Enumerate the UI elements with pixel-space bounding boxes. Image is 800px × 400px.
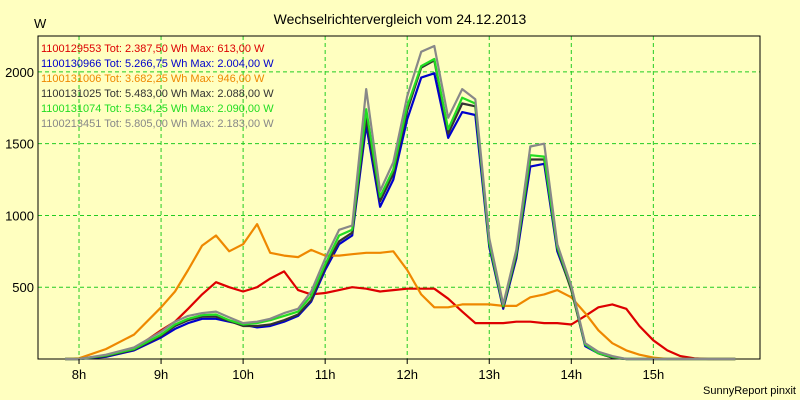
x-tick-label: 11h — [315, 367, 336, 382]
series-line-6 — [65, 44, 736, 361]
x-tick-label: 12h — [396, 367, 418, 382]
series-lines — [65, 44, 736, 361]
y-axis-label: W — [34, 16, 47, 31]
y-axis-ticks: 500 1000 1500 2000 — [5, 65, 34, 295]
legend: 1100129553 Tot: 2.387,50 Wh Max: 613,00 … — [41, 43, 274, 130]
x-tick-label: 10h — [232, 367, 254, 382]
y-tick-label: 1000 — [5, 208, 34, 223]
series-line-3 — [65, 223, 736, 361]
x-tick-label: 14h — [560, 367, 582, 382]
x-tick-label: 8h — [72, 367, 86, 382]
legend-entry-3: 1100131006 Tot: 3.682,25 Wh Max: 946,00 … — [41, 73, 265, 85]
chart-title: Wechselrichtervergleich vom 24.12.2013 — [274, 11, 527, 27]
x-axis-ticks: 8h 9h 10h 11h 12h 13h 14h 15h — [72, 359, 664, 382]
x-tick-label: 13h — [478, 367, 500, 382]
y-tick-label: 500 — [12, 280, 34, 295]
y-tick-label: 2000 — [5, 65, 34, 80]
series-line-1 — [65, 270, 736, 361]
x-tick-label: 9h — [154, 367, 168, 382]
y-tick-label: 1500 — [5, 137, 34, 152]
credit-label: SunnyReport pinxit — [703, 385, 796, 397]
legend-entry-2: 1100130966 Tot: 5.266,75 Wh Max: 2.004,0… — [41, 58, 274, 70]
plot-area — [37, 35, 761, 360]
legend-entry-4: 1100131025 Tot: 5.483,00 Wh Max: 2.088,0… — [41, 88, 274, 100]
legend-entry-5: 1100131074 Tot: 5.534,25 Wh Max: 2.090,0… — [41, 103, 274, 115]
series-line-2 — [65, 72, 736, 361]
legend-entry-1: 1100129553 Tot: 2.387,50 Wh Max: 613,00 … — [41, 43, 265, 55]
legend-entry-6: 1100213451 Tot: 5.805,00 Wh Max: 2.183,0… — [41, 118, 274, 130]
x-tick-label: 15h — [642, 367, 664, 382]
